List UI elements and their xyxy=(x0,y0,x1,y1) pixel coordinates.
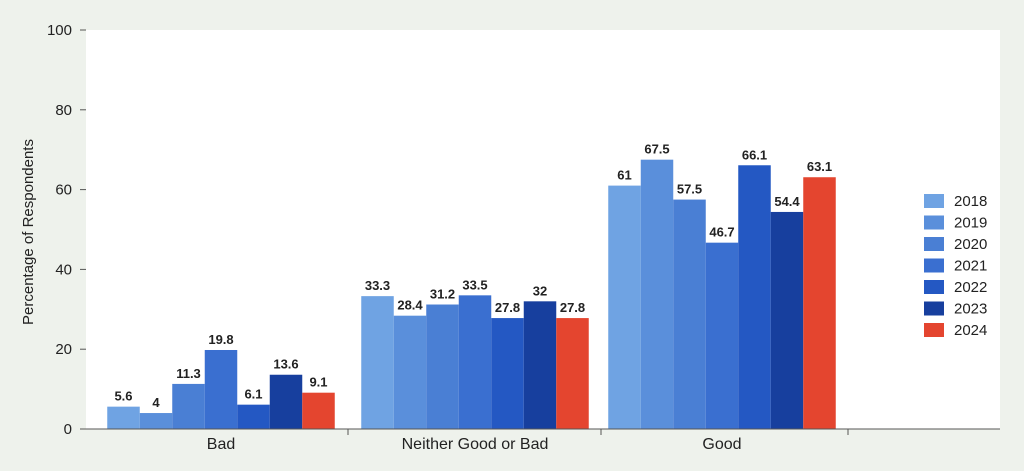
bar-2018-0 xyxy=(107,406,140,429)
legend-swatch-2024 xyxy=(924,323,944,337)
data-label: 33.5 xyxy=(462,277,487,292)
legend-swatch-2021 xyxy=(924,258,944,273)
data-label: 33.3 xyxy=(365,278,390,293)
data-label: 19.8 xyxy=(208,332,233,347)
y-tick-label: 0 xyxy=(64,421,72,438)
data-label: 27.8 xyxy=(495,300,520,315)
legend-label: 2019 xyxy=(954,215,987,232)
legend-label: 2020 xyxy=(954,236,987,253)
data-label: 5.6 xyxy=(114,389,132,404)
bar-2024-0 xyxy=(302,392,335,429)
y-tick-label: 20 xyxy=(55,341,72,358)
data-label: 54.4 xyxy=(774,194,800,209)
bar-2021-0 xyxy=(204,349,238,429)
y-tick-label: 60 xyxy=(55,182,72,199)
y-ticks: 0 20 40 60 80 100 xyxy=(47,22,86,438)
data-label: 46.7 xyxy=(709,225,734,240)
bar-2018-2 xyxy=(608,185,641,429)
legend-label: 2023 xyxy=(954,301,987,318)
data-label: 31.2 xyxy=(430,287,455,302)
data-label: 11.3 xyxy=(176,366,201,381)
data-label: 4 xyxy=(152,395,160,410)
bar-2019-0 xyxy=(139,413,173,429)
legend-swatch-2020 xyxy=(924,237,944,251)
bar-2020-0 xyxy=(172,383,205,429)
bar-2018-1 xyxy=(361,296,394,429)
legend: 2018 2019 2020 2021 2022 2023 2024 xyxy=(924,193,987,339)
legend-swatch-2018 xyxy=(924,194,944,208)
legend-label: 2018 xyxy=(954,193,987,210)
y-axis-title: Percentage of Respondents xyxy=(20,139,37,325)
data-label: 27.8 xyxy=(560,300,585,315)
bar-2023-2 xyxy=(770,211,804,429)
y-tick-label: 40 xyxy=(55,261,72,278)
bar-2019-1 xyxy=(393,315,427,429)
x-category-label: Good xyxy=(702,436,741,453)
bar-2019-2 xyxy=(640,159,674,430)
data-label: 13.6 xyxy=(273,357,298,372)
legend-swatch-2023 xyxy=(924,301,944,316)
bar-2021-1 xyxy=(458,295,492,429)
data-label: 67.5 xyxy=(644,142,669,157)
x-ticks: Bad Neither Good or Bad Good xyxy=(207,429,849,453)
legend-swatch-2022 xyxy=(924,280,944,294)
bar-2023-1 xyxy=(523,301,557,429)
legend-label: 2022 xyxy=(954,279,987,296)
bar-2020-2 xyxy=(673,199,706,429)
data-label: 57.5 xyxy=(677,182,702,197)
x-category-label: Bad xyxy=(207,436,235,453)
data-label: 61 xyxy=(617,168,631,183)
y-tick-label: 100 xyxy=(47,22,72,39)
bar-2022-2 xyxy=(738,165,771,430)
bar-2020-1 xyxy=(426,304,459,429)
data-label: 9.1 xyxy=(309,375,327,390)
bar-2022-0 xyxy=(237,404,270,429)
bars-layer: 5.6 4 11.3 19.8 6.1 13.6 9.1 33.3 28.4 31.2 33.5 27… xyxy=(107,142,836,430)
x-category-label: Neither Good or Bad xyxy=(402,436,549,453)
legend-label: 2024 xyxy=(954,322,987,339)
bar-2021-2 xyxy=(705,242,739,429)
data-label: 63.1 xyxy=(807,159,832,174)
bar-2024-2 xyxy=(803,177,836,429)
data-label: 66.1 xyxy=(742,147,767,162)
data-label: 6.1 xyxy=(244,387,262,402)
data-label: 32 xyxy=(533,283,547,298)
bar-2022-1 xyxy=(491,318,524,429)
data-label: 28.4 xyxy=(397,298,423,313)
y-tick-label: 80 xyxy=(55,102,72,119)
bar-2024-1 xyxy=(556,318,589,429)
legend-label: 2021 xyxy=(954,258,987,275)
legend-swatch-2019 xyxy=(924,215,944,230)
bar-2023-0 xyxy=(269,374,303,429)
